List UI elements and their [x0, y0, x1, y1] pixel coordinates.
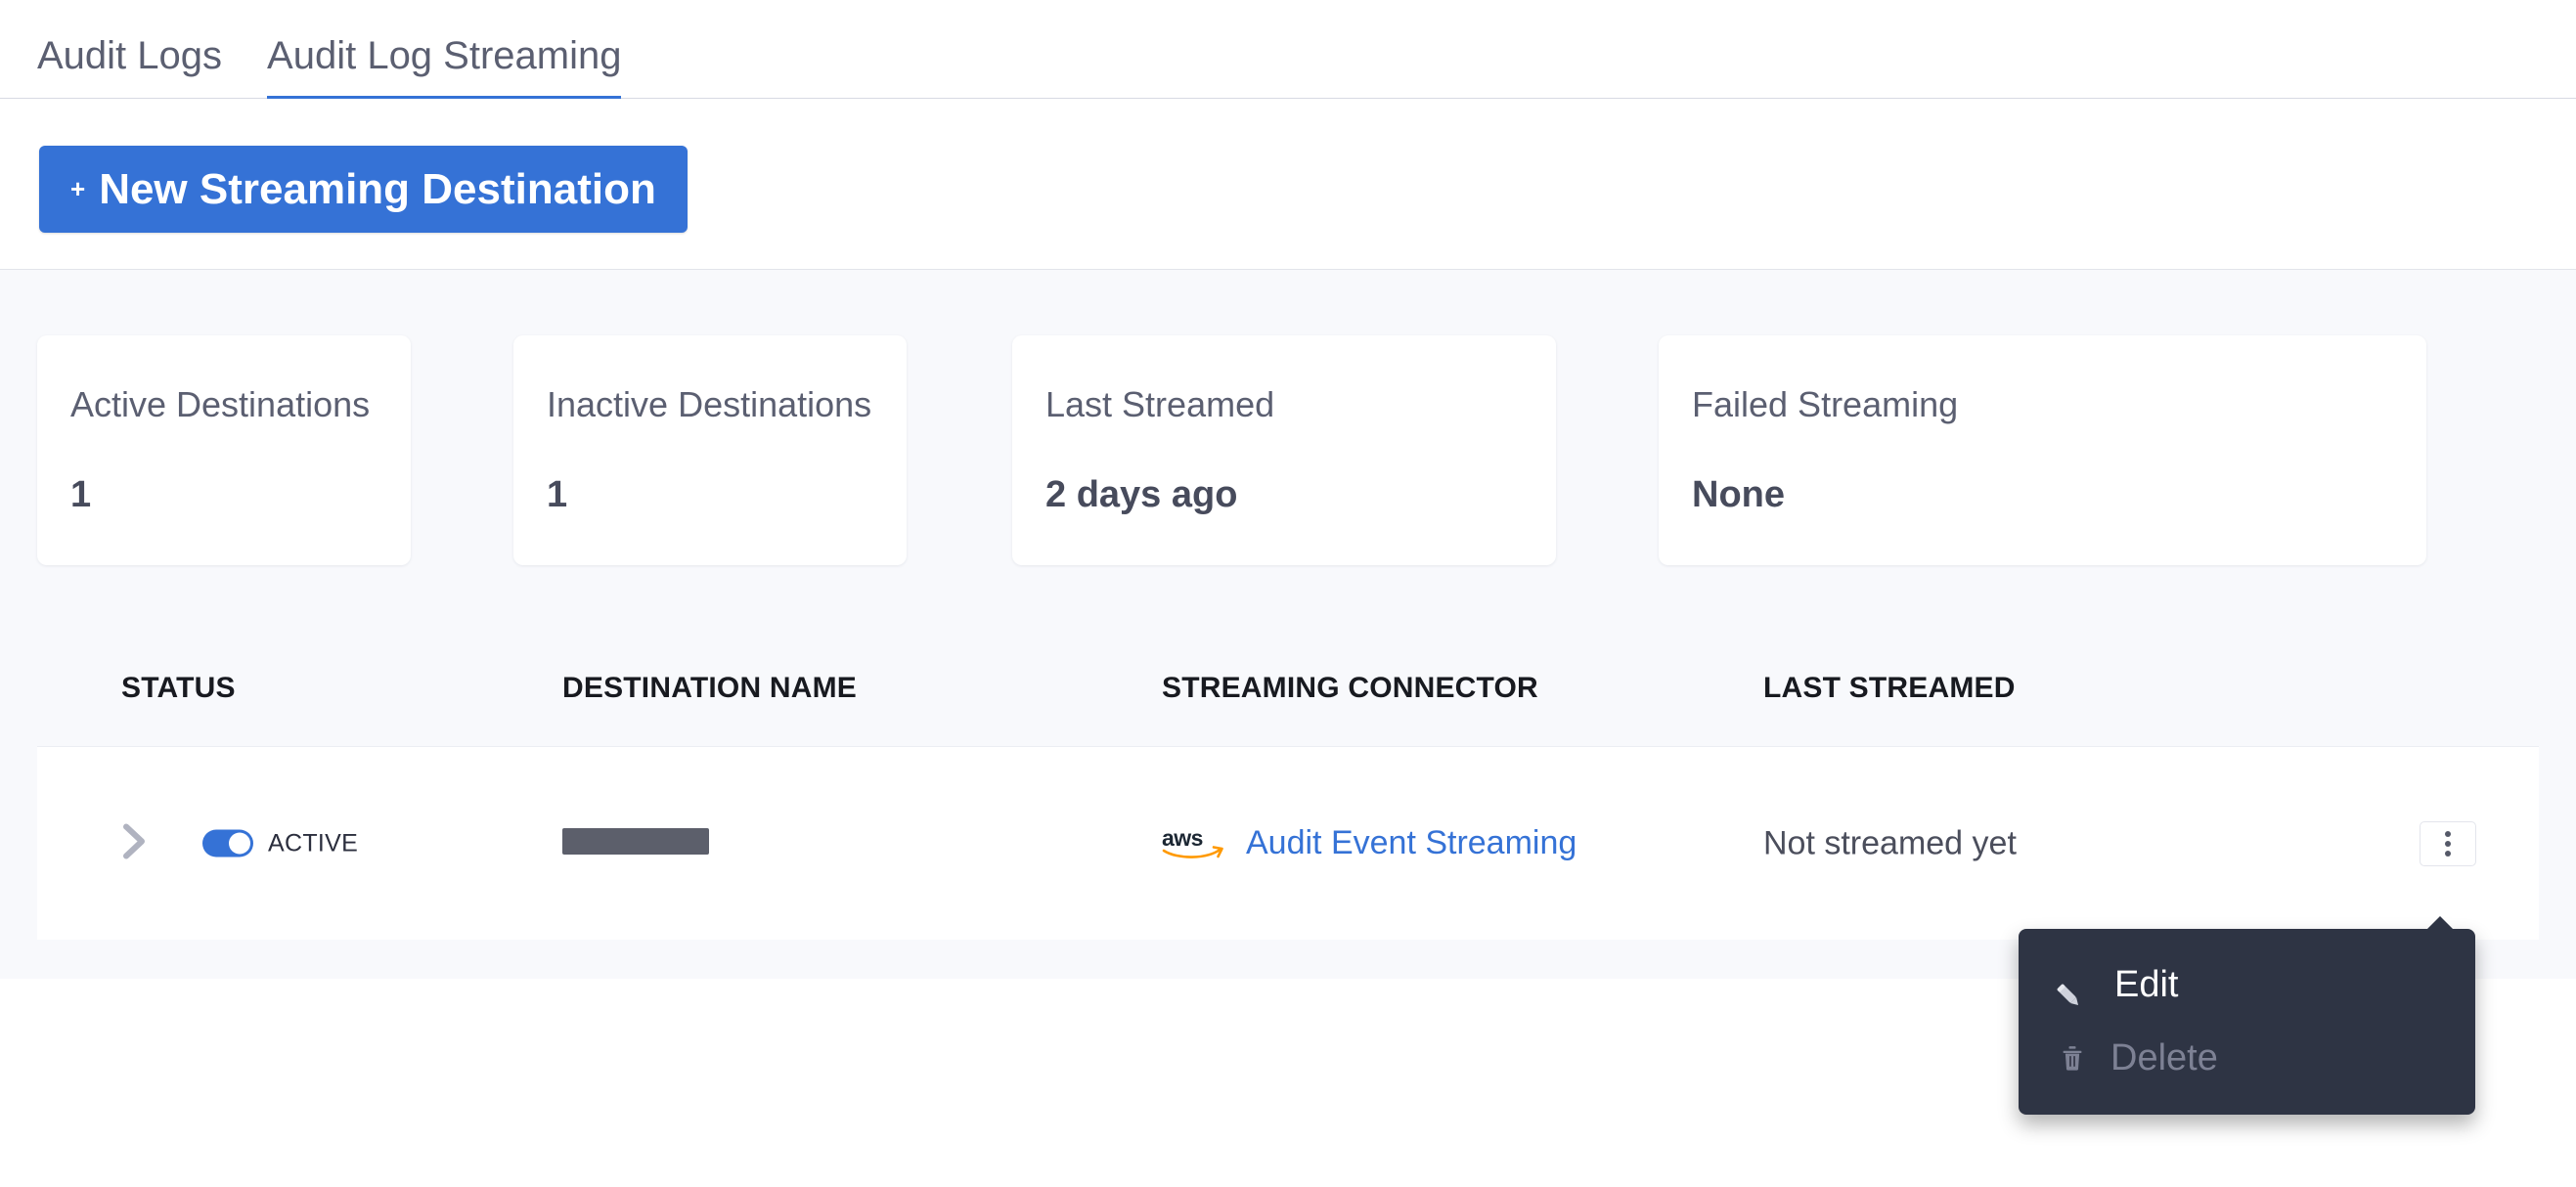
- svg-text:aws: aws: [1162, 825, 1203, 851]
